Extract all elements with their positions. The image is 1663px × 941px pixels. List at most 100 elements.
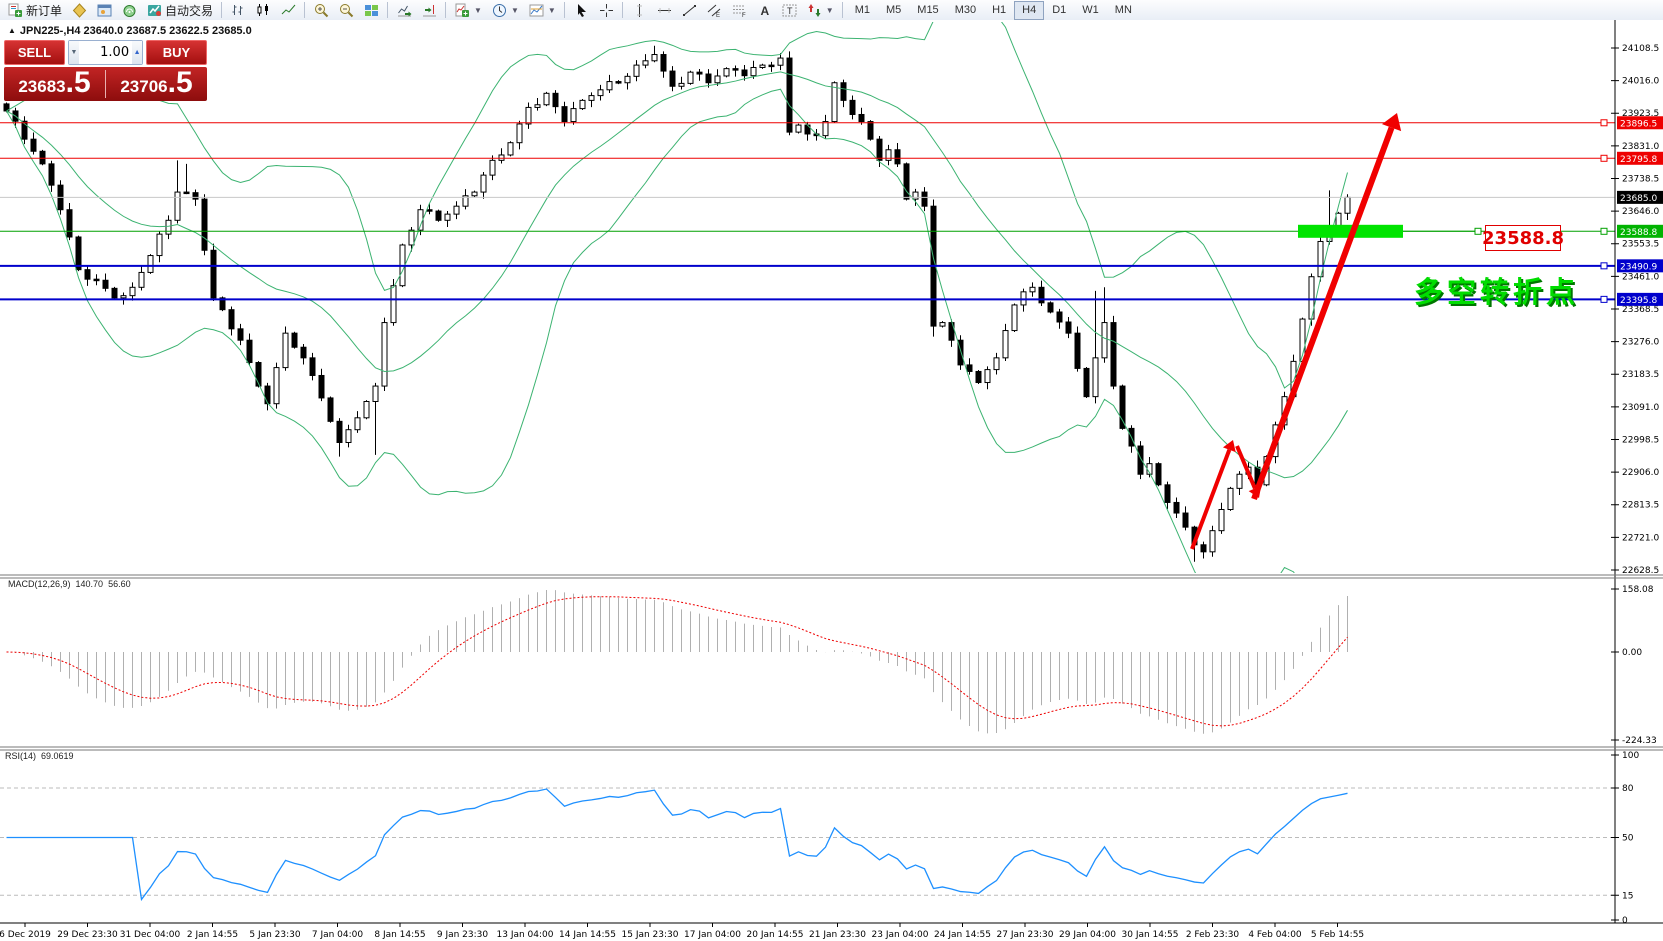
toolbar-separator (563, 2, 565, 18)
svg-text:20 Jan 14:55: 20 Jan 14:55 (747, 930, 804, 940)
time-axis[interactable]: 6 Dec 2019 29 Dec 23:30 31 Dec 04:00 2 Jan … (0, 922, 1663, 940)
tf-h4-button[interactable]: H4 (1014, 0, 1045, 20)
svg-text:-224.33: -224.33 (1622, 736, 1657, 746)
macd-panel (6, 590, 1348, 734)
svg-text:F: F (742, 13, 746, 18)
periods-button[interactable]: ▼ (487, 0, 524, 20)
tf-h1-button[interactable]: H1 (992, 4, 1007, 16)
svg-text:29 Dec 23:30: 29 Dec 23:30 (57, 930, 118, 940)
svg-text:E: E (716, 13, 720, 18)
metaeditor-button[interactable] (67, 0, 92, 20)
tile-windows-button[interactable] (359, 0, 384, 20)
volume-input[interactable] (78, 41, 133, 64)
zoom-out-icon (339, 3, 354, 18)
linechart-icon (281, 3, 296, 18)
shift-icon (422, 3, 437, 18)
svg-text:80: 80 (1622, 784, 1634, 794)
autoscroll-icon (397, 3, 412, 18)
tf-m15-button[interactable]: M15 (917, 4, 939, 16)
auto-scroll-button[interactable] (392, 0, 417, 20)
sell-button[interactable]: SELL (4, 40, 65, 65)
svg-text:24016.0: 24016.0 (1622, 77, 1659, 87)
bars-icon (231, 3, 246, 18)
signals-button[interactable] (117, 0, 142, 20)
zoom-in-button[interactable] (309, 0, 334, 20)
cursor-button[interactable] (569, 0, 594, 20)
price-divider (105, 70, 106, 98)
chevron-down-icon: ▼ (547, 5, 556, 15)
svg-text:23685.0: 23685.0 (1620, 194, 1657, 204)
tf-mn-button[interactable]: MN (1114, 4, 1132, 16)
tf-d1-button[interactable]: D1 (1052, 4, 1067, 16)
tf-m30-button[interactable]: M30 (954, 4, 977, 16)
macd-main-value: 140.70 (75, 579, 104, 589)
svg-text:17 Jan 04:00: 17 Jan 04:00 (684, 930, 741, 940)
svg-text:23738.5: 23738.5 (1622, 174, 1659, 184)
price-axis[interactable]: 24108.5 24016.0 23923.5 23831.0 23738.5 23646… (1611, 20, 1663, 923)
toolbar: 新订单 自动交易 ▼ ▼ ▼ E F A T ▼ M1 M5 M15 M30 H1 H4 D1 W1 MN (0, 0, 1663, 21)
sell-price[interactable]: 23683.5 (18, 66, 91, 99)
toolbar-separator (841, 2, 843, 18)
bollinger-bands (6, 22, 1348, 573)
tf-w1-button[interactable]: W1 (1082, 4, 1099, 16)
toolbar-separator (304, 2, 306, 18)
trend-arrows[interactable] (1190, 113, 1402, 550)
autotrading-button[interactable]: 自动交易 (142, 0, 218, 20)
tf-m5-button[interactable]: M5 (886, 4, 902, 16)
toolbar-separator (387, 2, 389, 18)
chevron-down-icon: ▼ (474, 5, 482, 15)
chart-symbol-icon: ▲ (8, 26, 16, 35)
trendline-button[interactable] (677, 0, 702, 20)
annotation-cn-text[interactable]: 多空转折点 (1414, 277, 1580, 309)
clock-icon (492, 3, 507, 18)
horizontal-line-button[interactable] (652, 0, 677, 20)
svg-text:23923.5: 23923.5 (1622, 109, 1659, 119)
vertical-line-button[interactable] (627, 0, 652, 20)
text-label-button[interactable]: T (777, 0, 802, 20)
text-button[interactable]: A (752, 0, 777, 20)
svg-text:23646.0: 23646.0 (1622, 207, 1659, 217)
buy-button[interactable]: BUY (146, 40, 207, 65)
volume-increase-button[interactable]: ▲ (132, 41, 142, 64)
svg-text:2 Feb 23:30: 2 Feb 23:30 (1186, 930, 1240, 940)
chart-shift-button[interactable] (417, 0, 442, 20)
svg-text:4 Feb 04:00: 4 Feb 04:00 (1248, 930, 1302, 940)
chart-window[interactable]: 24108.5 24016.0 23923.5 23831.0 23738.5 23646… (0, 20, 1663, 941)
metaeditor-icon (72, 2, 87, 18)
svg-text:158.08: 158.08 (1622, 585, 1654, 595)
templates-button[interactable]: ▼ (524, 0, 561, 20)
volume-decrease-button[interactable]: ▼ (69, 41, 79, 64)
svg-text:5 Feb 14:55: 5 Feb 14:55 (1311, 930, 1364, 940)
arrows-button[interactable]: ▼ (802, 0, 839, 20)
toolbar-separator (221, 2, 223, 18)
svg-text:0: 0 (1622, 916, 1628, 926)
svg-text:15: 15 (1622, 891, 1633, 901)
crosshair-button[interactable] (594, 0, 619, 20)
profiles-button[interactable] (92, 0, 117, 20)
svg-text:24108.5: 24108.5 (1622, 44, 1659, 54)
price-chart[interactable]: 24108.5 24016.0 23923.5 23831.0 23738.5 23646… (0, 20, 1663, 941)
candlestick-chart-button[interactable] (251, 0, 276, 20)
bar-chart-button[interactable] (226, 0, 251, 20)
candles-icon (256, 3, 271, 18)
line-chart-button[interactable] (276, 0, 301, 20)
toolbar-separator (621, 2, 623, 18)
signals-icon (122, 3, 137, 18)
cursor-icon (574, 3, 589, 18)
annotation-price-callout[interactable]: 23588.8 (1482, 225, 1564, 251)
fibonacci-button[interactable]: F (727, 0, 752, 20)
svg-text:5 Jan 23:30: 5 Jan 23:30 (249, 930, 301, 940)
svg-text:A: A (760, 4, 769, 18)
zoom-out-button[interactable] (334, 0, 359, 20)
chevron-down-icon: ▼ (510, 5, 519, 15)
svg-text:29 Jan 04:00: 29 Jan 04:00 (1059, 930, 1116, 940)
equidistant-channel-button[interactable]: E (702, 0, 727, 20)
svg-text:22813.5: 22813.5 (1622, 501, 1659, 511)
tf-m1-button[interactable]: M1 (854, 4, 870, 16)
indicators-button[interactable]: ▼ (450, 0, 487, 20)
svg-text:23395.8: 23395.8 (1620, 296, 1657, 306)
svg-text:9 Jan 23:30: 9 Jan 23:30 (437, 930, 489, 940)
svg-text:21 Jan 23:30: 21 Jan 23:30 (809, 930, 866, 940)
new-order-button[interactable]: 新订单 (3, 0, 67, 20)
buy-price[interactable]: 23706.5 (120, 66, 193, 99)
